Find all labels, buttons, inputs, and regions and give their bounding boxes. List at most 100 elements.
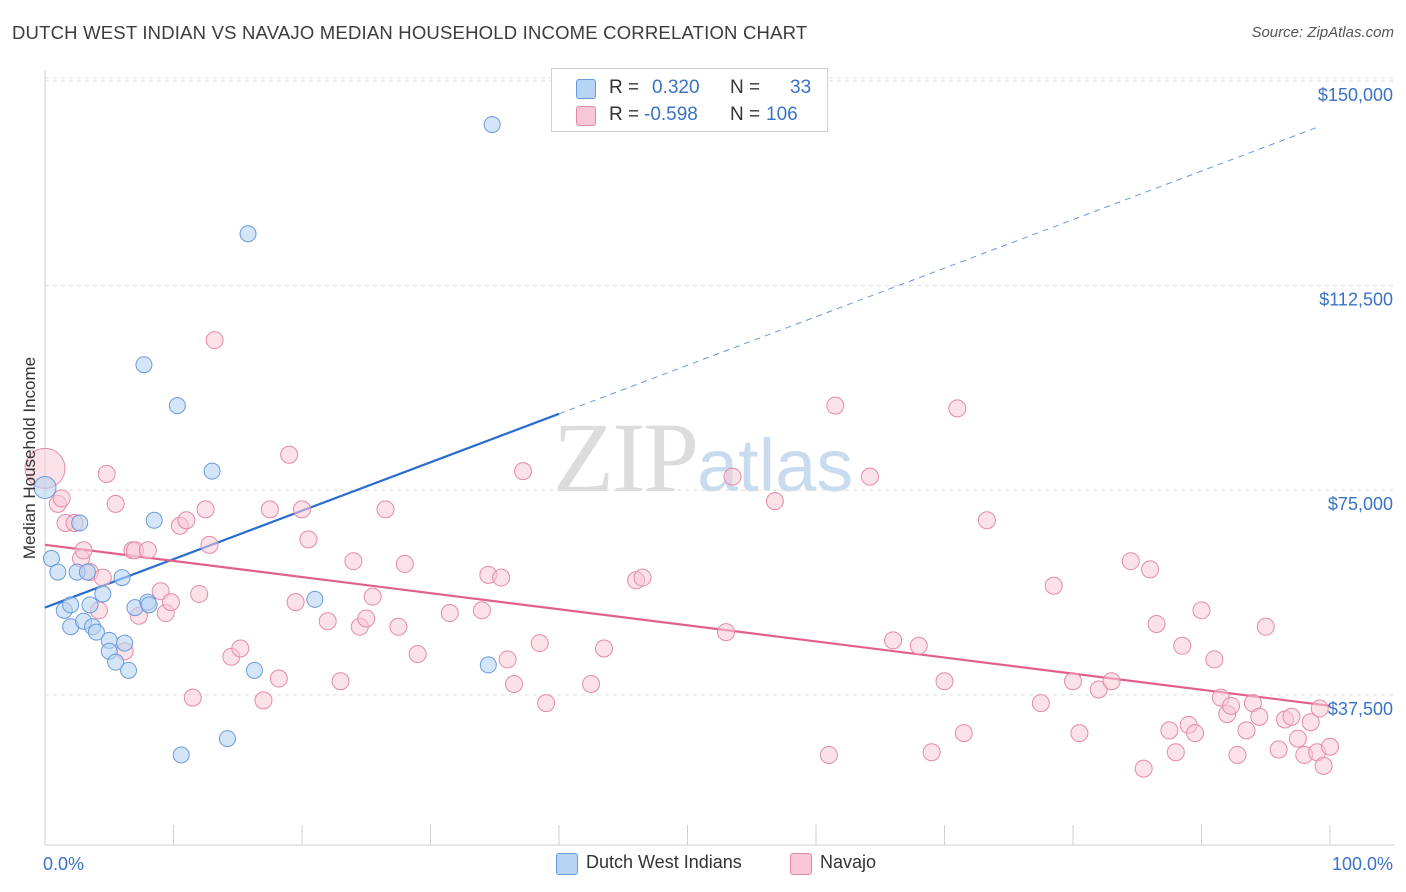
y-tick-label: $112,500 xyxy=(1319,290,1393,310)
navajo-point xyxy=(363,587,382,606)
navajo-point xyxy=(299,530,318,549)
navajo-point xyxy=(1173,636,1192,655)
navajo-point xyxy=(254,691,273,710)
navajo-point xyxy=(1314,756,1333,775)
navajo-point xyxy=(723,467,742,486)
navajo-point xyxy=(909,636,928,655)
navajo-point xyxy=(1269,740,1288,759)
legend-label-navajo: Navajo xyxy=(820,852,877,872)
navajo-point xyxy=(161,593,180,612)
navajo-point xyxy=(395,554,414,573)
navajo-point xyxy=(1228,745,1247,764)
y-tick-label: $150,000 xyxy=(1318,85,1393,105)
navajo-point xyxy=(935,672,954,691)
navajo-point xyxy=(826,396,845,415)
navajo-point xyxy=(196,500,215,519)
navajo-point xyxy=(344,552,363,571)
dutch-point xyxy=(168,397,186,415)
dutch-point xyxy=(116,634,134,652)
dutch-point xyxy=(113,569,131,587)
navajo-point xyxy=(1166,743,1185,762)
navajo-point xyxy=(884,631,903,650)
navajo-point xyxy=(74,541,93,560)
dutch-point xyxy=(306,590,324,608)
stats-legend: R = 0.320 N = 33 R = -0.598 N = 106 xyxy=(551,68,828,132)
tick-labels: $37,500 $75,000 $112,500 $150,000 0.0% 100.0%… xyxy=(20,85,1393,874)
navajo-point xyxy=(318,612,337,631)
navajo-point xyxy=(1089,680,1108,699)
navajo-point xyxy=(1301,713,1320,732)
navajo-point xyxy=(1064,672,1082,691)
navajo-point xyxy=(269,669,288,688)
navajo-point xyxy=(633,568,652,587)
legend-r-label: R = xyxy=(609,77,640,98)
navajo-point xyxy=(1141,560,1160,579)
navajo-point xyxy=(1134,759,1153,778)
dutch-trend-projection xyxy=(558,126,1318,415)
navajo-point xyxy=(1282,707,1301,726)
navajo-trend-line xyxy=(44,543,1331,707)
navajo-point xyxy=(717,623,736,642)
y-axis-title: Median Household Income xyxy=(20,357,39,559)
dutch-point xyxy=(172,746,190,764)
navajo-point xyxy=(389,617,408,636)
navajo-point xyxy=(1031,694,1050,713)
navajo-point xyxy=(1205,650,1224,669)
dutch-point xyxy=(78,563,96,581)
legend-r-label: R = xyxy=(609,104,640,125)
legend-n-value: 33 xyxy=(790,77,812,98)
navajo-point xyxy=(1222,696,1241,715)
navajo-point xyxy=(860,467,879,486)
navajo-point xyxy=(1321,737,1339,756)
dutch-point xyxy=(87,623,105,641)
data-points xyxy=(24,116,1339,778)
navajo-point xyxy=(1102,672,1121,691)
navajo-point xyxy=(582,674,601,693)
navajo-point xyxy=(977,511,996,530)
navajo-point xyxy=(954,724,973,743)
navajo-point xyxy=(1160,721,1179,740)
legend-swatch-navajo xyxy=(576,106,596,126)
watermark-zip: ZIP xyxy=(553,402,699,513)
dutch-point xyxy=(120,661,138,679)
legend-r-value: -0.598 xyxy=(644,104,698,125)
watermark: ZIPatlas xyxy=(553,400,853,515)
dutch-point xyxy=(71,514,89,532)
navajo-point xyxy=(52,489,71,508)
legend-swatch-dutch xyxy=(576,79,596,99)
grid xyxy=(45,77,1395,696)
legend-n-label: N = xyxy=(730,77,761,98)
legend-swatch-navajo xyxy=(790,853,812,875)
x-tick-label: 100.0% xyxy=(1332,854,1393,874)
navajo-point xyxy=(177,511,196,530)
trend-lines xyxy=(44,126,1331,707)
navajo-point xyxy=(1147,614,1166,633)
navajo-point xyxy=(97,464,116,483)
navajo-point xyxy=(505,674,524,693)
navajo-point xyxy=(286,593,305,612)
navajo-point xyxy=(331,672,350,691)
navajo-point xyxy=(357,609,376,628)
dutch-point xyxy=(135,356,153,374)
dutch-point xyxy=(479,656,497,674)
navajo-point xyxy=(594,639,613,658)
dutch-point xyxy=(203,462,221,480)
dutch-point xyxy=(94,585,112,603)
source-label: Source: ZipAtlas.com xyxy=(1251,24,1394,41)
dutch-point xyxy=(483,116,501,134)
legend-row-navajo: R = -0.598 N = 106 xyxy=(552,102,827,128)
navajo-point xyxy=(440,604,459,623)
dutch-point xyxy=(218,730,236,748)
navajo-point xyxy=(492,568,511,587)
navajo-point xyxy=(1250,707,1269,726)
navajo-point xyxy=(138,541,157,560)
navajo-point xyxy=(293,500,311,519)
navajo-point xyxy=(93,568,112,587)
navajo-point xyxy=(1186,724,1205,743)
dutch-point xyxy=(245,661,263,679)
navajo-point xyxy=(183,688,202,707)
y-tick-label: $37,500 xyxy=(1328,699,1393,719)
navajo-point xyxy=(1070,724,1089,743)
dutch-point xyxy=(49,563,67,581)
